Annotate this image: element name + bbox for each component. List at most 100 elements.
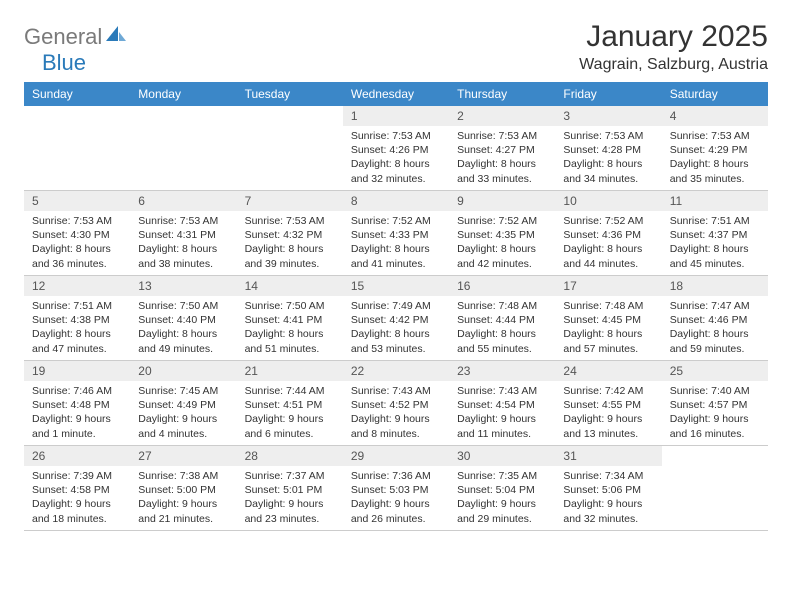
sunrise-text: Sunrise: 7:49 AM [351, 299, 441, 313]
calendar-day-cell: . [24, 106, 130, 191]
sunset-text: Sunset: 4:33 PM [351, 228, 441, 242]
day-number: 12 [24, 276, 130, 296]
sunrise-text: Sunrise: 7:52 AM [351, 214, 441, 228]
day-info: Sunrise: 7:48 AMSunset: 4:45 PMDaylight:… [555, 296, 661, 360]
day-number: 18 [662, 276, 768, 296]
daylight-text: Daylight: 9 hours and 1 minute. [32, 412, 122, 440]
day-info: Sunrise: 7:53 AMSunset: 4:26 PMDaylight:… [343, 126, 449, 190]
sunset-text: Sunset: 4:30 PM [32, 228, 122, 242]
day-info: Sunrise: 7:50 AMSunset: 4:41 PMDaylight:… [237, 296, 343, 360]
sunrise-text: Sunrise: 7:38 AM [138, 469, 228, 483]
sunrise-text: Sunrise: 7:53 AM [32, 214, 122, 228]
sunrise-text: Sunrise: 7:37 AM [245, 469, 335, 483]
day-number: 31 [555, 446, 661, 466]
calendar-day-cell: 19Sunrise: 7:46 AMSunset: 4:48 PMDayligh… [24, 361, 130, 446]
calendar-day-cell: 3Sunrise: 7:53 AMSunset: 4:28 PMDaylight… [555, 106, 661, 191]
sunrise-text: Sunrise: 7:53 AM [245, 214, 335, 228]
day-info: Sunrise: 7:44 AMSunset: 4:51 PMDaylight:… [237, 381, 343, 445]
calendar-day-cell: 25Sunrise: 7:40 AMSunset: 4:57 PMDayligh… [662, 361, 768, 446]
day-info: Sunrise: 7:53 AMSunset: 4:30 PMDaylight:… [24, 211, 130, 275]
sunset-text: Sunset: 4:26 PM [351, 143, 441, 157]
daylight-text: Daylight: 9 hours and 6 minutes. [245, 412, 335, 440]
day-info: Sunrise: 7:46 AMSunset: 4:48 PMDaylight:… [24, 381, 130, 445]
daylight-text: Daylight: 8 hours and 47 minutes. [32, 327, 122, 355]
day-number: 19 [24, 361, 130, 381]
sunset-text: Sunset: 4:54 PM [457, 398, 547, 412]
calendar-day-cell: 28Sunrise: 7:37 AMSunset: 5:01 PMDayligh… [237, 446, 343, 531]
day-info: Sunrise: 7:52 AMSunset: 4:33 PMDaylight:… [343, 211, 449, 275]
day-number: 5 [24, 191, 130, 211]
daylight-text: Daylight: 8 hours and 41 minutes. [351, 242, 441, 270]
sunrise-text: Sunrise: 7:52 AM [457, 214, 547, 228]
daylight-text: Daylight: 8 hours and 51 minutes. [245, 327, 335, 355]
calendar-day-cell: 15Sunrise: 7:49 AMSunset: 4:42 PMDayligh… [343, 276, 449, 361]
calendar-day-cell: . [130, 106, 236, 191]
logo-text-2: Blue [42, 50, 86, 75]
day-number: 27 [130, 446, 236, 466]
day-number: 4 [662, 106, 768, 126]
calendar-day-cell: 7Sunrise: 7:53 AMSunset: 4:32 PMDaylight… [237, 191, 343, 276]
sunset-text: Sunset: 4:38 PM [32, 313, 122, 327]
day-number: 25 [662, 361, 768, 381]
day-info: Sunrise: 7:35 AMSunset: 5:04 PMDaylight:… [449, 466, 555, 530]
weekday-header-row: Sunday Monday Tuesday Wednesday Thursday… [24, 82, 768, 106]
sunrise-text: Sunrise: 7:43 AM [351, 384, 441, 398]
calendar-day-cell: . [237, 106, 343, 191]
daylight-text: Daylight: 8 hours and 38 minutes. [138, 242, 228, 270]
daylight-text: Daylight: 8 hours and 39 minutes. [245, 242, 335, 270]
daylight-text: Daylight: 9 hours and 16 minutes. [670, 412, 760, 440]
calendar-day-cell: 13Sunrise: 7:50 AMSunset: 4:40 PMDayligh… [130, 276, 236, 361]
sunset-text: Sunset: 4:51 PM [245, 398, 335, 412]
calendar-day-cell: 10Sunrise: 7:52 AMSunset: 4:36 PMDayligh… [555, 191, 661, 276]
month-title: January 2025 [579, 20, 768, 54]
daylight-text: Daylight: 9 hours and 13 minutes. [563, 412, 653, 440]
sunset-text: Sunset: 5:06 PM [563, 483, 653, 497]
sunrise-text: Sunrise: 7:53 AM [457, 129, 547, 143]
sunset-text: Sunset: 5:03 PM [351, 483, 441, 497]
day-number: 20 [130, 361, 236, 381]
day-info: Sunrise: 7:53 AMSunset: 4:27 PMDaylight:… [449, 126, 555, 190]
day-number: 6 [130, 191, 236, 211]
daylight-text: Daylight: 8 hours and 49 minutes. [138, 327, 228, 355]
day-info: Sunrise: 7:51 AMSunset: 4:37 PMDaylight:… [662, 211, 768, 275]
sunset-text: Sunset: 4:42 PM [351, 313, 441, 327]
calendar-day-cell: 9Sunrise: 7:52 AMSunset: 4:35 PMDaylight… [449, 191, 555, 276]
sunrise-text: Sunrise: 7:51 AM [32, 299, 122, 313]
daylight-text: Daylight: 9 hours and 23 minutes. [245, 497, 335, 525]
day-number: 23 [449, 361, 555, 381]
calendar-day-cell: 11Sunrise: 7:51 AMSunset: 4:37 PMDayligh… [662, 191, 768, 276]
sunset-text: Sunset: 4:40 PM [138, 313, 228, 327]
sunrise-text: Sunrise: 7:34 AM [563, 469, 653, 483]
sunset-text: Sunset: 4:29 PM [670, 143, 760, 157]
calendar-week-row: 26Sunrise: 7:39 AMSunset: 4:58 PMDayligh… [24, 446, 768, 531]
day-number: 7 [237, 191, 343, 211]
day-info: Sunrise: 7:52 AMSunset: 4:35 PMDaylight:… [449, 211, 555, 275]
calendar-day-cell: 30Sunrise: 7:35 AMSunset: 5:04 PMDayligh… [449, 446, 555, 531]
calendar-day-cell: 16Sunrise: 7:48 AMSunset: 4:44 PMDayligh… [449, 276, 555, 361]
day-number: 26 [24, 446, 130, 466]
day-number: 15 [343, 276, 449, 296]
calendar-day-cell: 8Sunrise: 7:52 AMSunset: 4:33 PMDaylight… [343, 191, 449, 276]
calendar-day-cell: 21Sunrise: 7:44 AMSunset: 4:51 PMDayligh… [237, 361, 343, 446]
daylight-text: Daylight: 8 hours and 32 minutes. [351, 157, 441, 185]
sunrise-text: Sunrise: 7:47 AM [670, 299, 760, 313]
sunrise-text: Sunrise: 7:40 AM [670, 384, 760, 398]
sunrise-text: Sunrise: 7:36 AM [351, 469, 441, 483]
sunrise-text: Sunrise: 7:44 AM [245, 384, 335, 398]
sunset-text: Sunset: 4:41 PM [245, 313, 335, 327]
sunset-text: Sunset: 4:46 PM [670, 313, 760, 327]
day-info: Sunrise: 7:40 AMSunset: 4:57 PMDaylight:… [662, 381, 768, 445]
day-number: 21 [237, 361, 343, 381]
daylight-text: Daylight: 9 hours and 21 minutes. [138, 497, 228, 525]
calendar-day-cell: 17Sunrise: 7:48 AMSunset: 4:45 PMDayligh… [555, 276, 661, 361]
day-number: 16 [449, 276, 555, 296]
calendar-day-cell: 20Sunrise: 7:45 AMSunset: 4:49 PMDayligh… [130, 361, 236, 446]
day-info: Sunrise: 7:43 AMSunset: 4:54 PMDaylight:… [449, 381, 555, 445]
sunrise-text: Sunrise: 7:48 AM [457, 299, 547, 313]
sunrise-text: Sunrise: 7:35 AM [457, 469, 547, 483]
calendar-day-cell: 5Sunrise: 7:53 AMSunset: 4:30 PMDaylight… [24, 191, 130, 276]
day-info: Sunrise: 7:39 AMSunset: 4:58 PMDaylight:… [24, 466, 130, 530]
daylight-text: Daylight: 9 hours and 11 minutes. [457, 412, 547, 440]
day-number: 17 [555, 276, 661, 296]
calendar-day-cell: 18Sunrise: 7:47 AMSunset: 4:46 PMDayligh… [662, 276, 768, 361]
